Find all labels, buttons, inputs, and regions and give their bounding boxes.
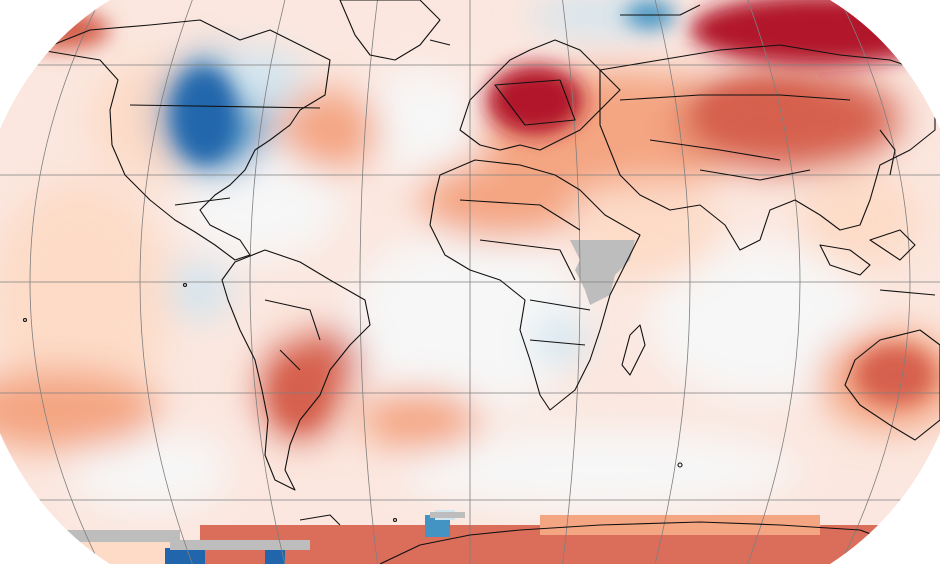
antarctica-missing-data	[60, 512, 465, 550]
central-asia-warm-anomaly	[700, 85, 820, 135]
australia-warm-anomaly	[855, 345, 935, 405]
east-africa-missing-data	[570, 240, 635, 305]
southern-south-america-warm-anomaly	[278, 365, 322, 425]
australia-outline	[844, 329, 940, 441]
north-america-outline	[39, 19, 331, 261]
south-america-outline	[221, 249, 371, 491]
greenland-outline	[339, 0, 441, 61]
north-america-cold-anomaly	[173, 67, 237, 163]
central-europe-heat-anomaly	[487, 65, 583, 135]
europe-outline	[459, 39, 621, 151]
madagascar-outline	[621, 324, 646, 376]
coastlines	[22, 0, 940, 564]
asia-outline	[599, 44, 936, 251]
africa-outline	[429, 159, 641, 411]
